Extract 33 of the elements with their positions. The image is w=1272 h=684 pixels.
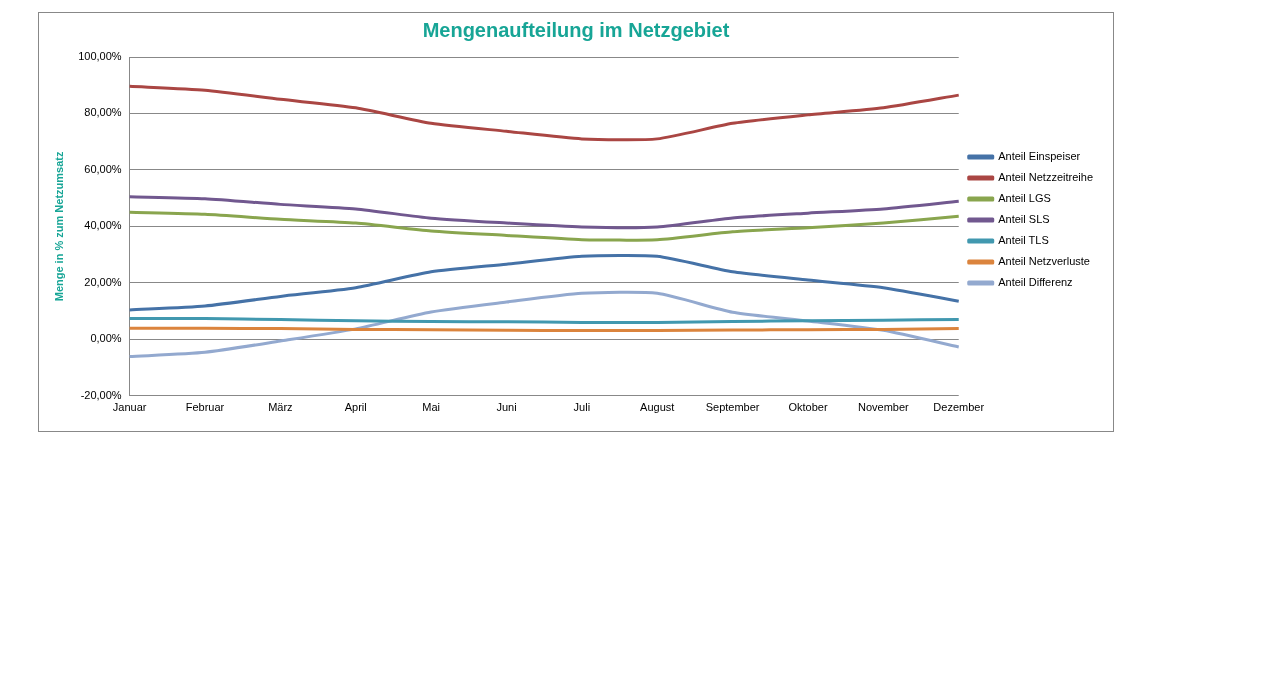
- y-tick-label: 60,00%: [84, 162, 122, 175]
- y-tick-label: 80,00%: [84, 106, 122, 119]
- line-series: [128, 253, 961, 312]
- legend-label: Anteil Differenz: [998, 276, 1073, 289]
- y-tick-label: 0,00%: [90, 332, 122, 345]
- x-tick-label: Januar: [112, 401, 147, 414]
- legend-label: Anteil SLS: [998, 213, 1050, 226]
- x-tick-label: Februar: [185, 401, 225, 414]
- x-tick-label: März: [268, 401, 293, 414]
- line-series: [128, 195, 961, 229]
- legend-label: Anteil LGS: [998, 192, 1051, 205]
- x-tick-label: Juli: [573, 401, 591, 414]
- y-tick-label: 20,00%: [84, 275, 122, 288]
- x-tick-label: Oktober: [788, 401, 828, 414]
- legend-label: Anteil Netzzeitreihe: [998, 171, 1094, 184]
- line-series: [128, 210, 961, 242]
- y-tick-label: 40,00%: [84, 219, 122, 232]
- legend-label: Anteil TLS: [998, 234, 1049, 247]
- x-tick-label: Mai: [422, 401, 440, 414]
- x-tick-label: November: [857, 401, 910, 414]
- legend-label: Anteil Einspeiser: [998, 150, 1081, 163]
- y-tick-label: -20,00%: [80, 388, 122, 401]
- x-tick-label: September: [705, 401, 760, 414]
- line-series: [128, 290, 961, 359]
- y-axis-title: Menge in % zum Netzumsatz: [52, 151, 65, 302]
- chart-title: Mengenaufteilung im Netzgebiet: [422, 18, 730, 41]
- x-tick-label: Juni: [496, 401, 517, 414]
- line-series: [128, 84, 961, 142]
- x-tick-label: August: [640, 401, 675, 414]
- y-tick-label: 100,00%: [78, 50, 122, 63]
- x-tick-label: April: [344, 401, 367, 414]
- legend-label: Anteil Netzverluste: [998, 255, 1090, 268]
- x-tick-label: Dezember: [933, 401, 985, 414]
